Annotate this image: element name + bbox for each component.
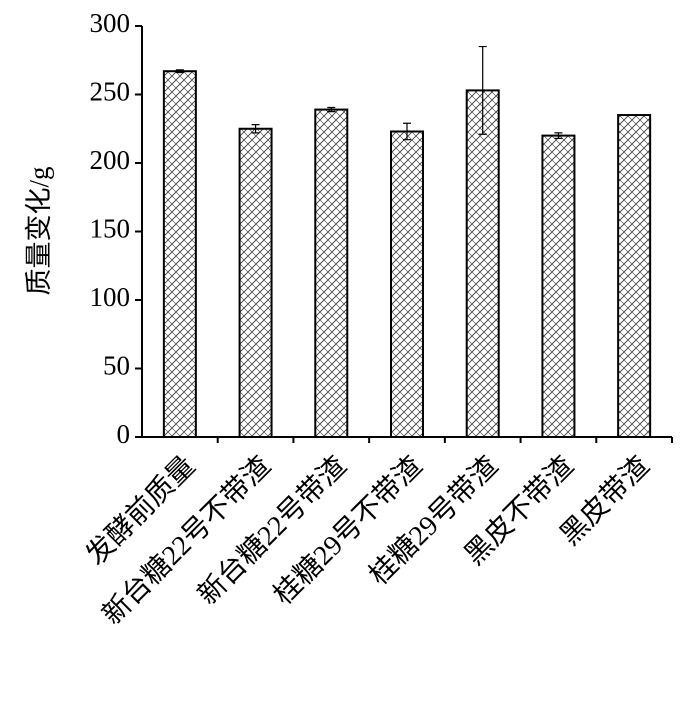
y-tick-label: 100 <box>90 282 131 312</box>
y-tick-label: 0 <box>117 419 131 449</box>
y-tick-label: 150 <box>90 214 131 244</box>
error-bar <box>175 69 184 74</box>
error-bar <box>554 132 563 139</box>
error-bar <box>403 122 411 141</box>
y-tick-label: 300 <box>90 8 131 38</box>
y-tick-label: 250 <box>90 77 131 107</box>
y-tick-label: 50 <box>103 351 130 381</box>
bar <box>465 89 500 438</box>
bar <box>390 130 424 439</box>
x-tick-label: 桂糖29号带渣 <box>363 450 504 591</box>
y-tick-label: 200 <box>90 145 131 175</box>
bar <box>238 127 273 438</box>
bar <box>314 108 349 438</box>
y-axis-label: 质量变化/g <box>24 166 54 295</box>
error-bar <box>327 106 336 113</box>
error-bar <box>251 124 260 134</box>
bar <box>617 114 652 439</box>
bar <box>162 70 197 439</box>
bar <box>541 134 576 438</box>
error-bar <box>478 45 487 135</box>
